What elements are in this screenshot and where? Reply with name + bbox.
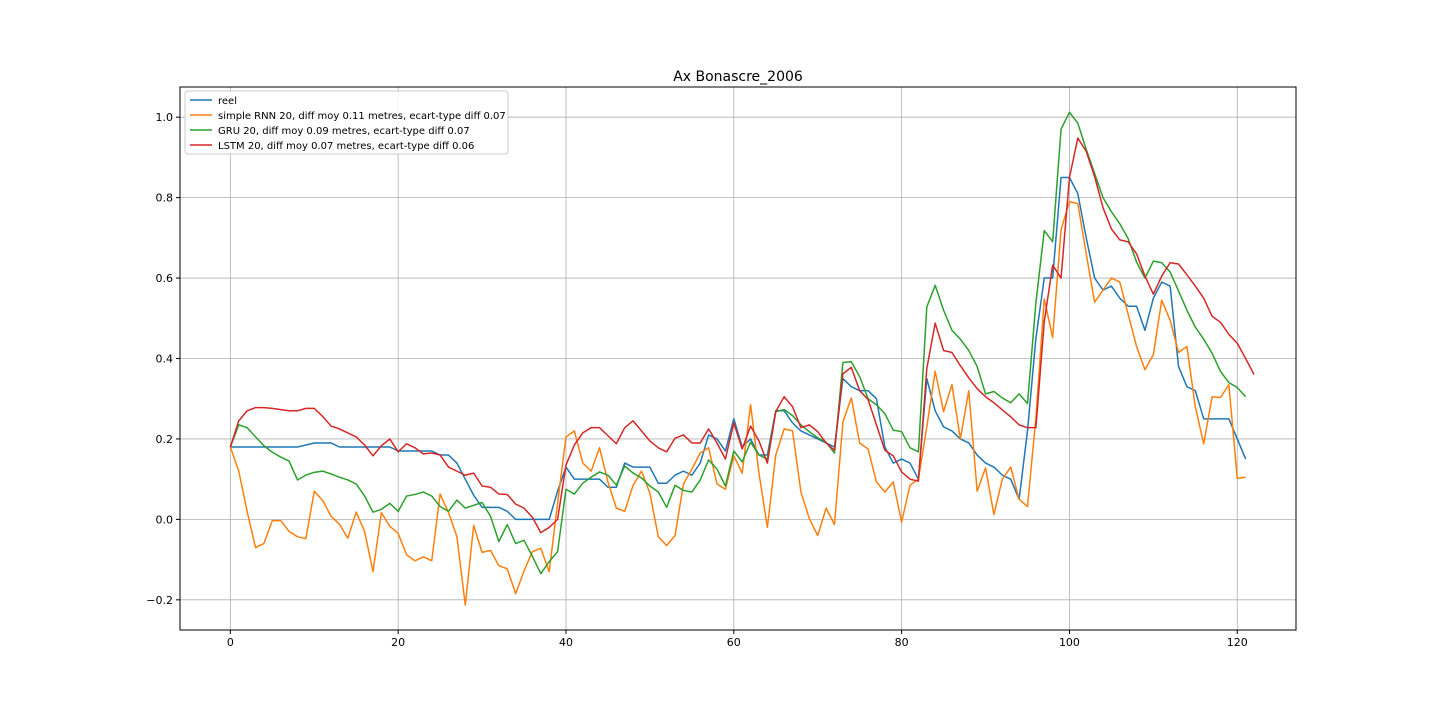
x-tick-label: 20 — [391, 636, 405, 649]
x-tick-label: 120 — [1227, 636, 1248, 649]
x-tick-label: 60 — [727, 636, 741, 649]
y-tick-label: 0.8 — [156, 192, 174, 205]
x-tick-label: 80 — [895, 636, 909, 649]
y-tick-label: 0.4 — [156, 353, 174, 366]
x-tick-label: 100 — [1059, 636, 1080, 649]
legend-label: GRU 20, diff moy 0.09 metres, ecart-type… — [218, 126, 470, 137]
y-tick-label: 0.6 — [156, 272, 174, 285]
series-line-2 — [229, 111, 1247, 575]
y-axis-ticks: −0.2 0.0 0.2 0.4 0.6 0.8 1.0 — [146, 111, 180, 607]
series-line-3 — [229, 137, 1255, 534]
grid — [180, 87, 1296, 630]
x-tick-label: 0 — [227, 636, 234, 649]
y-tick-label: 0.2 — [156, 433, 174, 446]
legend-label: simple RNN 20, diff moy 0.11 metres, eca… — [218, 111, 506, 122]
series-line-1 — [229, 200, 1246, 606]
legend-label: LSTM 20, diff moy 0.07 metres, ecart-typ… — [218, 141, 474, 152]
legend: reel simple RNN 20, diff moy 0.11 metres,… — [184, 90, 509, 155]
legend-box — [184, 90, 509, 155]
series-lines — [229, 111, 1255, 606]
y-tick-label: −0.2 — [146, 594, 173, 607]
chart-title: Ax Bonascre_2006 — [673, 69, 803, 85]
x-axis-ticks: 0 20 40 60 80 100 120 — [227, 630, 1248, 649]
y-tick-label: 0.0 — [156, 513, 174, 526]
legend-label: reel — [218, 96, 237, 107]
legend-entries: reel simple RNN 20, diff moy 0.11 metres,… — [190, 96, 506, 152]
y-tick-label: 1.0 — [156, 111, 174, 124]
x-tick-label: 40 — [559, 636, 573, 649]
